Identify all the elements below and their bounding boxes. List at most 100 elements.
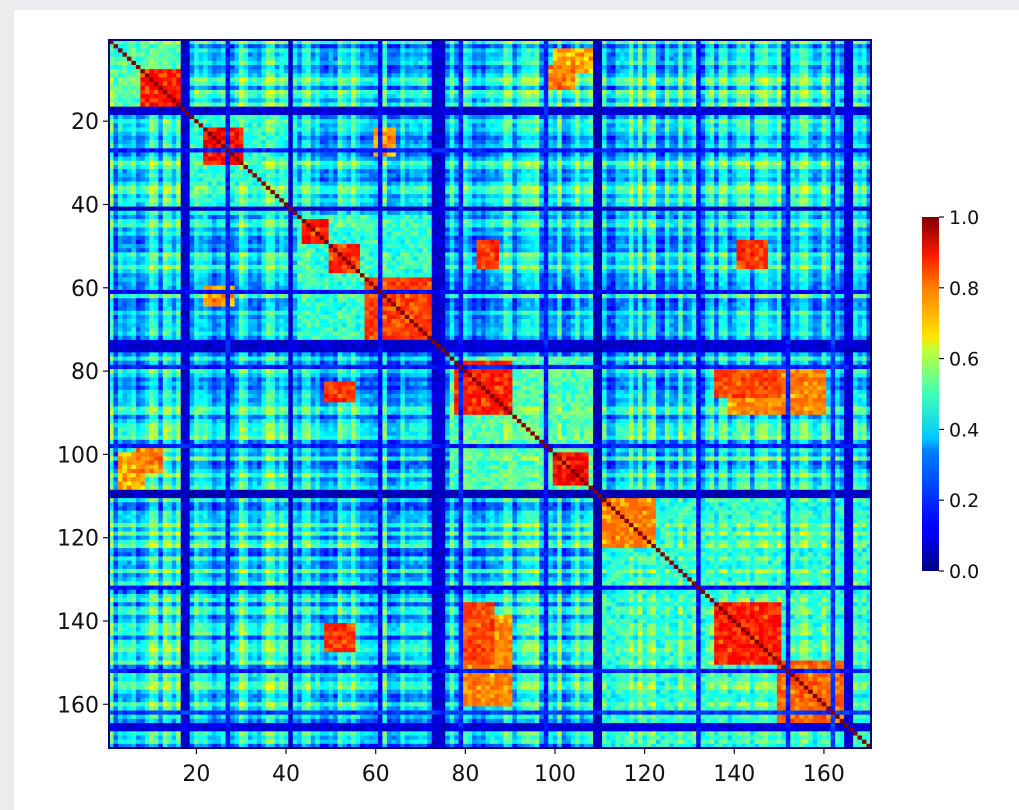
heatmap-cell: [732, 82, 737, 87]
heatmap-cell: [826, 148, 831, 153]
heatmap-cell: [530, 69, 535, 74]
heatmap-cell: [745, 152, 750, 157]
heatmap-cell: [651, 86, 656, 91]
heatmap-cell: [127, 77, 132, 82]
heatmap-cell: [347, 94, 352, 99]
heatmap-cell: [799, 48, 804, 53]
heatmap-cell: [149, 90, 154, 95]
heatmap-cell: [275, 157, 280, 162]
heatmap-cell: [642, 132, 647, 137]
heatmap-cell: [826, 94, 831, 99]
heatmap-cell: [835, 57, 840, 62]
heatmap-cell: [705, 115, 710, 120]
heatmap-cell: [356, 90, 361, 95]
heatmap-cell: [199, 157, 204, 162]
heatmap-cell: [378, 136, 383, 141]
heatmap-cell: [669, 123, 678, 128]
heatmap-cell: [620, 52, 625, 57]
heatmap-cell: [616, 136, 621, 141]
heatmap-cell: [481, 140, 486, 145]
heatmap-cell: [808, 136, 813, 141]
heatmap-cell: [472, 82, 477, 87]
heatmap-cell: [795, 169, 800, 174]
heatmap-cell: [450, 86, 455, 91]
heatmap-cell: [212, 98, 221, 103]
heatmap-cell: [423, 119, 428, 124]
heatmap-cell: [163, 148, 168, 153]
heatmap-cell: [651, 157, 656, 162]
heatmap-cell: [669, 173, 674, 178]
heatmap-cell: [400, 152, 405, 157]
heatmap-cell: [288, 94, 293, 99]
heatmap-cell: [459, 65, 464, 70]
heatmap-cell: [230, 102, 235, 107]
heatmap-cell: [279, 157, 284, 162]
heatmap-cell: [320, 94, 325, 99]
heatmap-cell: [243, 52, 248, 57]
heatmap-cell: [122, 136, 131, 141]
heatmap-cell: [638, 52, 643, 57]
heatmap-cell: [463, 119, 468, 124]
heatmap-cell: [840, 111, 845, 116]
heatmap-cell: [512, 169, 517, 174]
heatmap-cell: [589, 73, 594, 78]
heatmap-cell: [364, 65, 369, 70]
heatmap-cell: [472, 44, 481, 49]
heatmap-cell: [311, 65, 316, 70]
heatmap-cell: [405, 161, 410, 166]
heatmap-cell: [607, 73, 612, 78]
heatmap-cell: [149, 44, 154, 49]
heatmap-cell: [270, 69, 275, 74]
heatmap-cell: [571, 57, 576, 62]
heatmap-cell: [257, 61, 262, 66]
heatmap-cell: [364, 77, 369, 82]
heatmap-cell: [257, 107, 271, 112]
heatmap-cell: [266, 61, 275, 66]
heatmap-cell: [566, 140, 571, 145]
heatmap-cell: [167, 173, 172, 178]
heatmap-cell: [584, 169, 589, 174]
heatmap-cell: [257, 57, 262, 62]
heatmap-cell: [190, 107, 195, 112]
heatmap-cell: [409, 73, 414, 78]
heatmap-cell: [477, 107, 486, 112]
heatmap-cell: [687, 57, 692, 62]
heatmap-cell: [445, 127, 450, 132]
heatmap-cell: [266, 173, 275, 178]
heatmap-cell: [638, 157, 643, 162]
heatmap-cell: [333, 102, 338, 107]
heatmap-cell: [454, 169, 459, 174]
heatmap-cell: [781, 119, 786, 124]
heatmap-cell: [790, 82, 795, 87]
heatmap-cell: [145, 90, 150, 95]
heatmap-cell: [356, 61, 361, 66]
heatmap-cell: [831, 115, 836, 120]
heatmap-cell: [728, 77, 733, 82]
heatmap-cell: [356, 165, 361, 170]
heatmap-cell: [445, 169, 450, 174]
heatmap-cell: [351, 44, 356, 49]
heatmap-cell: [616, 48, 621, 53]
heatmap-cell: [790, 94, 795, 99]
heatmap-cell: [391, 127, 396, 132]
heatmap-cell: [190, 173, 195, 178]
heatmap-cell: [418, 82, 423, 87]
heatmap-cell: [239, 107, 253, 112]
heatmap-cell: [158, 94, 167, 99]
heatmap-cell: [409, 77, 418, 82]
heatmap-cell: [275, 69, 280, 74]
heatmap-cell: [284, 123, 289, 128]
heatmap-cell: [768, 73, 773, 78]
heatmap-cell: [835, 165, 840, 170]
heatmap-cell: [517, 102, 522, 107]
heatmap-cell: [252, 77, 257, 82]
heatmap-cell: [329, 107, 334, 112]
heatmap-cell: [432, 48, 441, 53]
heatmap-cell: [382, 119, 387, 124]
heatmap-cell: [822, 127, 827, 132]
heatmap-cell: [835, 119, 840, 124]
heatmap-cell: [445, 82, 450, 87]
heatmap-cell: [714, 127, 719, 132]
heatmap-cell: [333, 148, 338, 153]
heatmap-cell: [468, 119, 473, 124]
